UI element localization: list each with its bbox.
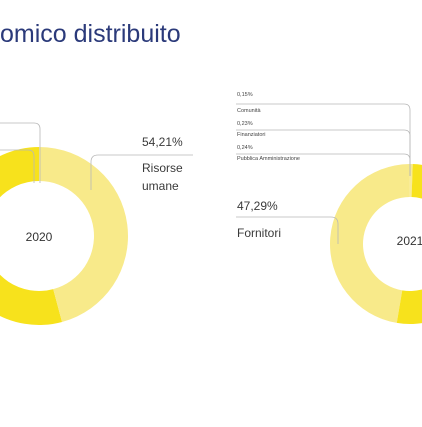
category-label-comunita: Comunità xyxy=(237,108,261,114)
donut-2020-center-label: 2020 xyxy=(26,230,53,244)
leader-line-risorse-umane xyxy=(90,154,193,190)
donut-2021-center-label: 2021 xyxy=(397,234,422,248)
slice-finanziatori-2021 xyxy=(410,164,412,198)
leader-line-fornitori xyxy=(236,216,339,244)
slice-risorse-umane-2020 xyxy=(0,146,63,325)
slice-other-2020 xyxy=(39,147,129,322)
slice-fornitori-2021 xyxy=(329,164,410,323)
leader-line xyxy=(0,149,35,183)
leader-line-comunita xyxy=(236,103,411,176)
leader-line xyxy=(0,122,41,183)
value-label-risorse-umane: 54,21% xyxy=(142,135,183,149)
category-label-finanziatori: Finanziatori xyxy=(237,132,265,138)
value-label-comunita: 0,15% xyxy=(237,92,253,98)
category-label-pubblica-amministrazione: Pubblica Amministrazione xyxy=(237,156,300,162)
donut-2021: 2021 xyxy=(329,164,422,324)
slice-pubblica-amministrazione-2021 xyxy=(410,164,413,198)
page-title: omico distribuito xyxy=(0,20,181,48)
value-label-fornitori: 47,29% xyxy=(237,199,278,213)
category-label-fornitori: Fornitori xyxy=(237,226,281,240)
slice-other-2021 xyxy=(396,164,422,324)
category-label-risorse-umane-line2: umane xyxy=(142,179,179,193)
value-label-finanziatori: 0,23% xyxy=(237,121,253,127)
leader-line-finanziatori xyxy=(236,129,411,176)
donut-2020: 2020 xyxy=(0,146,129,325)
value-label-pubblica-amministrazione: 0,24% xyxy=(237,145,253,151)
leader-line-pubblica-amministrazione xyxy=(236,153,411,176)
category-label-risorse-umane-line1: Risorse xyxy=(142,161,183,175)
